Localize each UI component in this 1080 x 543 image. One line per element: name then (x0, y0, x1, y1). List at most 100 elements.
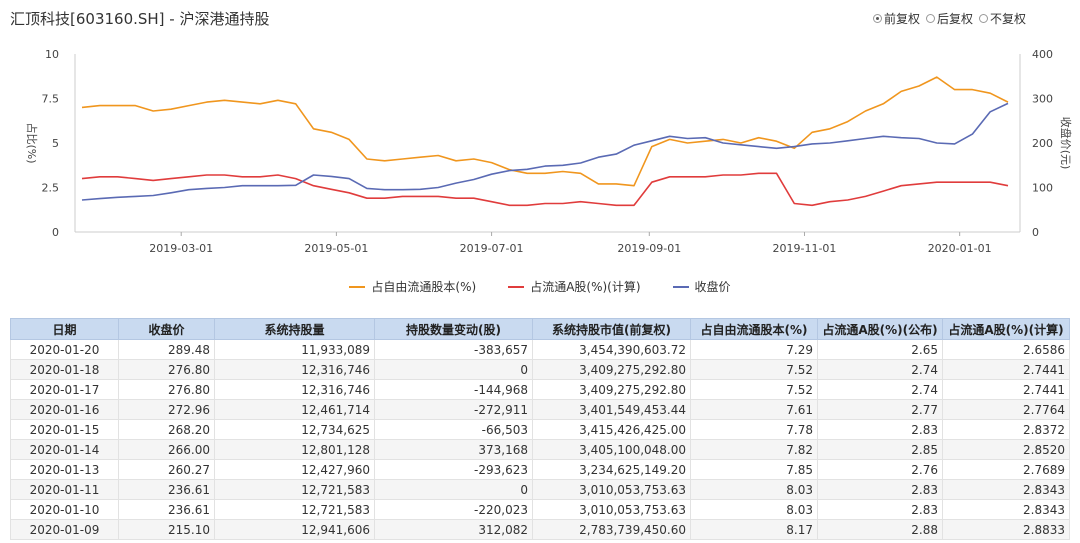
x-tick-label: 2019-11-01 (773, 242, 837, 255)
series-line-a-share (81, 172, 1009, 207)
column-header[interactable]: 占流通A股(%)(计算) (942, 318, 1070, 340)
table-cell: 0 (374, 359, 533, 380)
table-cell: 2020-01-16 (10, 399, 119, 420)
table-cell: 2.6586 (942, 339, 1070, 360)
column-header[interactable]: 系统持股量 (214, 318, 375, 340)
legend-label: 收盘价 (694, 280, 731, 294)
y-left-tick-label: 7.5 (42, 93, 60, 106)
table-cell: 7.29 (690, 339, 818, 360)
table-cell: 12,941,606 (214, 519, 375, 540)
table-cell: -293,623 (374, 459, 533, 480)
table-cell: 11,933,089 (214, 339, 375, 360)
table-cell: 7.82 (690, 439, 818, 460)
table-cell: 7.52 (690, 359, 818, 380)
legend-swatch (508, 285, 525, 288)
table-cell: 3,415,426,425.00 (532, 419, 691, 440)
y-left-tick-label: 10 (45, 48, 59, 61)
legend-swatch (349, 285, 366, 288)
table-cell: 2020-01-13 (10, 459, 119, 480)
radio-backward-adjust[interactable]: 后复权 (926, 10, 973, 27)
table-cell: 2.83 (817, 499, 943, 520)
column-header[interactable]: 持股数量变动(股) (374, 318, 533, 340)
column-header[interactable]: 系统持股市值(前复权) (532, 318, 691, 340)
radio-label: 前复权 (884, 12, 921, 26)
page-title: 汇顶科技[603160.SH] - 沪深港通持股 (10, 10, 270, 28)
column-header[interactable]: 占自由流通股本(%) (690, 318, 818, 340)
y-left-tick-label: 0 (52, 226, 59, 239)
table-cell: 2,783,739,450.60 (532, 519, 691, 540)
table-cell: 373,168 (374, 439, 533, 460)
table-row: 2020-01-20 289.48 11,933,089 -383,657 3,454,… (10, 339, 1070, 360)
series-line-close-price (81, 102, 1009, 201)
table-cell: 3,409,275,292.80 (532, 379, 691, 400)
series-line-free-float (81, 76, 1009, 187)
table-cell: 2020-01-14 (10, 439, 119, 460)
radio-dot-icon[interactable] (926, 14, 936, 23)
table-cell: 236.61 (118, 499, 215, 520)
table-cell: 7.61 (690, 399, 818, 420)
radio-label: 不复权 (990, 12, 1027, 26)
legend-item-free-float[interactable]: 占自由流通股本(%) (349, 278, 476, 295)
y-left-tick-label: 2.5 (42, 182, 60, 195)
table-cell: 3,401,549,453.44 (532, 399, 691, 420)
table-row: 2020-01-13 260.27 12,427,960 -293,623 3,234,… (10, 459, 1070, 480)
y-right-tick-label: 200 (1032, 137, 1053, 150)
column-header[interactable]: 收盘价 (118, 318, 215, 340)
y-right-tick-label: 400 (1032, 48, 1053, 61)
table-cell: 2.7689 (942, 459, 1070, 480)
table-cell: 7.78 (690, 419, 818, 440)
table-cell: -272,911 (374, 399, 533, 420)
column-header[interactable]: 日期 (10, 318, 119, 340)
table-row: 2020-01-16 272.96 12,461,714 -272,911 3,401,… (10, 399, 1070, 420)
table-cell: 3,010,053,753.63 (532, 499, 691, 520)
radio-no-adjust[interactable]: 不复权 (979, 10, 1026, 27)
table-cell: 2.76 (817, 459, 943, 480)
table-body: 2020-01-20 289.48 11,933,089 -383,657 3,454,… (10, 339, 1070, 540)
table-cell: 312,082 (374, 519, 533, 540)
table-cell: 2.8343 (942, 479, 1070, 500)
table-cell: 268.20 (118, 419, 215, 440)
table-cell: 3,409,275,292.80 (532, 359, 691, 380)
radio-dot-icon[interactable] (873, 14, 882, 23)
legend-label: 占自由流通股本(%) (371, 280, 477, 294)
x-tick-label: 2019-03-01 (149, 242, 213, 255)
table-cell: 2.8833 (942, 519, 1070, 540)
table-cell: 2.83 (817, 419, 943, 440)
radio-forward-adjust[interactable]: 前复权 (873, 10, 920, 27)
legend-item-close-price[interactable]: 收盘价 (672, 278, 731, 295)
x-tick-label: 2019-05-01 (304, 242, 368, 255)
table-cell: 2.83 (817, 479, 943, 500)
holdings-table: 日期 收盘价 系统持股量 持股数量变动(股) 系统持股市值(前复权) 占自由流通… (10, 318, 1070, 540)
table-cell: 289.48 (118, 339, 215, 360)
legend-swatch (672, 285, 689, 288)
table-cell: 236.61 (118, 479, 215, 500)
table-cell: 2.8372 (942, 419, 1070, 440)
x-tick-label: 2020-01-01 (928, 242, 992, 255)
y-right-tick-label: 100 (1032, 182, 1053, 195)
table-cell: 272.96 (118, 399, 215, 420)
table-cell: 2.85 (817, 439, 943, 460)
table-cell: 2.8520 (942, 439, 1070, 460)
table-cell: 2.74 (817, 379, 943, 400)
table-cell: 7.52 (690, 379, 818, 400)
radio-dot-icon[interactable] (979, 14, 989, 23)
radio-label: 后复权 (937, 12, 974, 26)
table-cell: 2020-01-10 (10, 499, 119, 520)
table-cell: 260.27 (118, 459, 215, 480)
y-right-tick-label: 300 (1032, 93, 1053, 106)
table-cell: -383,657 (374, 339, 533, 360)
y-left-axis-label: 占比(%) (25, 122, 39, 163)
chart-legend: 占自由流通股本(%) 占流通A股(%)(计算) 收盘价 (0, 278, 1080, 295)
table-row: 2020-01-18 276.80 12,316,746 0 3,409,275,292… (10, 359, 1070, 380)
table-cell: -144,968 (374, 379, 533, 400)
x-tick-label: 2019-07-01 (460, 242, 524, 255)
table-cell: 7.85 (690, 459, 818, 480)
table-row: 2020-01-09 215.10 12,941,606 312,082 2,783,7… (10, 519, 1070, 540)
table-header-row: 日期 收盘价 系统持股量 持股数量变动(股) 系统持股市值(前复权) 占自由流通… (10, 318, 1070, 340)
table-row: 2020-01-15 268.20 12,734,625 -66,503 3,415,4… (10, 419, 1070, 440)
table-cell: 12,427,960 (214, 459, 375, 480)
column-header[interactable]: 占流通A股(%)(公布) (817, 318, 943, 340)
legend-label: 占流通A股(%)(计算) (530, 280, 641, 294)
table-cell: 2020-01-11 (10, 479, 119, 500)
legend-item-a-share[interactable]: 占流通A股(%)(计算) (508, 278, 641, 295)
